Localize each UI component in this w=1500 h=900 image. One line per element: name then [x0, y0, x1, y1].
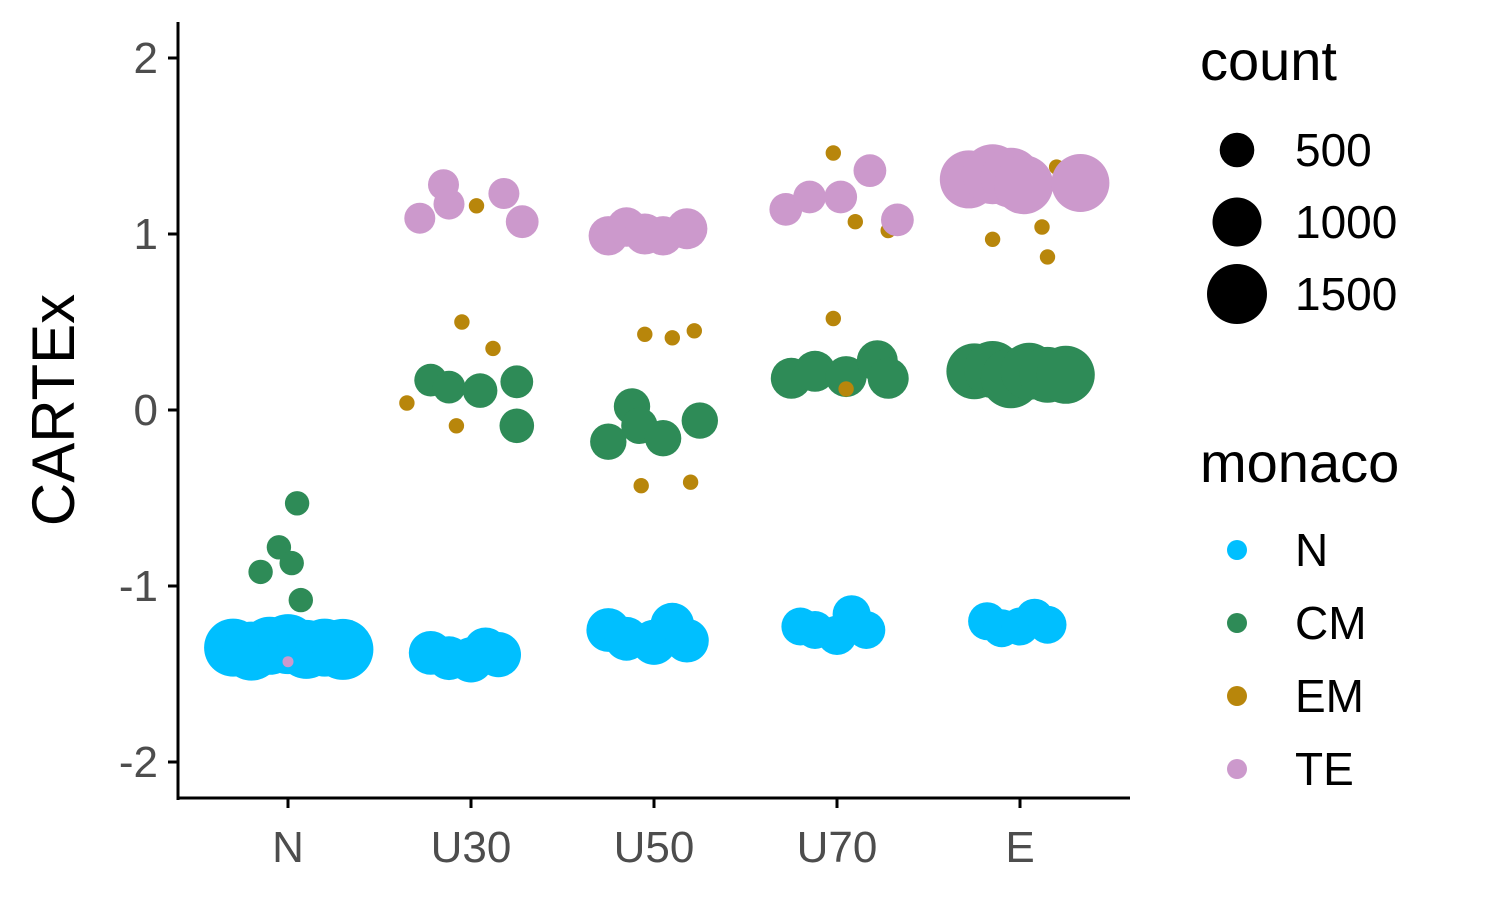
x-tick-label: N — [272, 823, 304, 872]
data-point — [1051, 154, 1110, 212]
legend: count 500 1000 1500 monaco N CM EM TE — [1200, 29, 1399, 795]
color-legend-key — [1227, 540, 1247, 560]
data-point — [1039, 249, 1056, 265]
data-point — [682, 474, 699, 490]
x-tick-label: U50 — [614, 823, 695, 872]
data-point — [853, 154, 887, 188]
size-legend-entries: 500 1000 1500 — [1207, 124, 1397, 324]
x-tick-label: U30 — [431, 823, 512, 872]
size-legend-label: 1500 — [1295, 268, 1397, 320]
color-legend-entries: N CM EM TE — [1227, 524, 1367, 795]
data-point — [312, 618, 374, 680]
series-cm — [248, 340, 1095, 613]
y-tick-label: -2 — [119, 738, 158, 787]
data-point — [462, 373, 498, 408]
data-point — [485, 340, 501, 357]
data-point — [399, 395, 415, 411]
data-point — [665, 618, 709, 663]
data-point — [793, 180, 826, 214]
data-point — [282, 656, 294, 668]
data-point — [686, 323, 702, 339]
size-legend-key — [1207, 264, 1267, 324]
size-legend-label: 500 — [1295, 124, 1372, 176]
data-point — [500, 365, 534, 399]
data-point — [637, 326, 653, 342]
data-point — [499, 408, 535, 444]
color-legend-key — [1227, 759, 1247, 779]
data-point — [681, 402, 718, 439]
data-point — [867, 357, 909, 399]
size-legend-key — [1212, 197, 1262, 247]
data-point — [432, 370, 466, 404]
series-em — [399, 145, 1065, 494]
data-point — [666, 208, 708, 250]
data-point — [1028, 605, 1067, 644]
y-tick-label: 1 — [134, 210, 158, 259]
data-point — [468, 198, 485, 214]
data-point — [454, 314, 470, 330]
color-legend-label: TE — [1295, 743, 1354, 795]
color-legend-label: N — [1295, 524, 1328, 576]
data-point — [475, 632, 521, 678]
data-point — [794, 350, 836, 392]
size-legend-key — [1219, 132, 1255, 168]
y-tick-label: -1 — [119, 562, 158, 611]
color-legend-label: CM — [1295, 597, 1367, 649]
data-point — [847, 214, 863, 230]
data-point — [633, 478, 649, 494]
series-te — [282, 144, 1110, 668]
data-point — [881, 203, 914, 237]
data-point — [590, 423, 627, 460]
color-legend-key — [1227, 613, 1247, 633]
data-point — [505, 205, 539, 239]
points-layer — [204, 144, 1110, 683]
data-point — [448, 418, 465, 434]
data-point — [1036, 345, 1095, 404]
color-legend-title: monaco — [1200, 431, 1399, 494]
data-point — [284, 491, 310, 516]
data-point — [984, 231, 1001, 247]
data-point — [664, 330, 680, 346]
data-point — [404, 202, 436, 234]
x-tick-label: U70 — [797, 823, 878, 872]
data-point — [825, 356, 867, 398]
data-point — [1034, 219, 1050, 235]
data-point — [825, 310, 841, 327]
data-point — [994, 155, 1054, 215]
color-legend-key — [1227, 686, 1247, 706]
y-tick-label: 0 — [134, 386, 158, 435]
y-axis-title: CARTEx — [20, 294, 87, 526]
data-point — [433, 188, 465, 220]
series-n — [204, 595, 1067, 683]
size-legend-title: count — [1200, 29, 1337, 92]
size-legend-label: 1000 — [1295, 196, 1397, 248]
x-ticks: N U30 U50 U70 E — [272, 798, 1035, 872]
data-point — [838, 381, 854, 397]
y-ticks: -2 -1 0 1 2 — [119, 34, 178, 787]
data-point — [847, 611, 886, 649]
color-legend-label: EM — [1295, 670, 1364, 722]
data-point — [488, 178, 520, 209]
y-tick-label: 2 — [134, 34, 158, 83]
data-point — [279, 550, 304, 576]
data-point — [248, 559, 273, 585]
data-point — [824, 180, 858, 214]
data-point — [288, 587, 313, 613]
data-point — [644, 420, 682, 457]
x-tick-label: E — [1005, 823, 1034, 872]
data-point — [825, 145, 841, 161]
